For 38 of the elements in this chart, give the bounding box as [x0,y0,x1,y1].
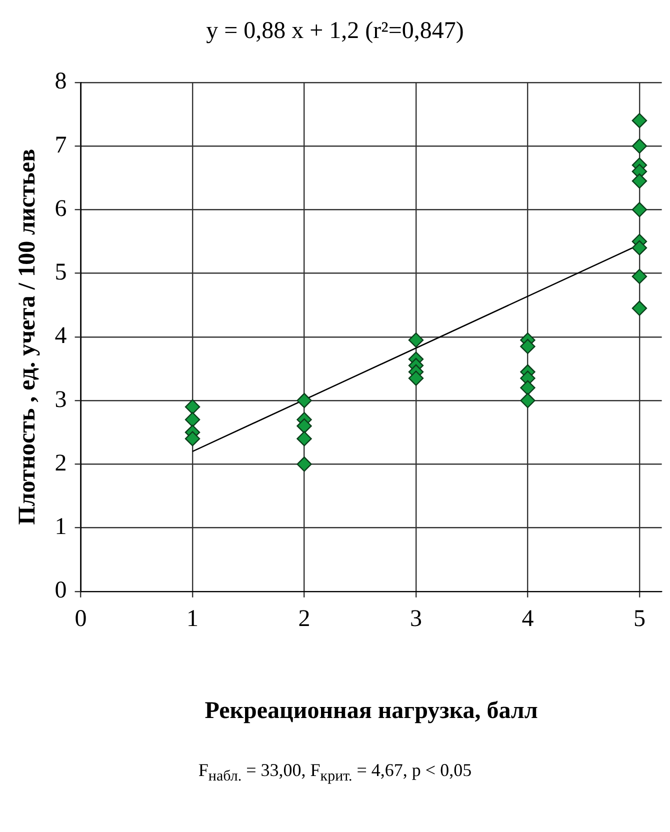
y-axis-title: Плотность , ед. учета / 100 листьев [14,148,41,525]
y-tick-label: 3 [54,386,67,413]
x-tick-label: 5 [633,606,646,632]
point [184,399,200,414]
y-tick-label: 4 [54,323,67,350]
point [296,418,312,434]
x-tick-label: 1 [186,606,199,632]
point [184,431,200,446]
y-tick-label: 5 [54,260,67,286]
point [408,332,424,348]
point [632,202,648,218]
y-tick-label: 6 [54,196,67,222]
point [520,380,536,396]
chart-title: y = 0,88 x + 1,2 (r²=0,847) [205,18,465,45]
x-axis-title: Рекреационная нагрузка, балл [204,698,538,724]
point [296,431,312,446]
x-tick-label: 0 [74,606,87,632]
point [632,173,648,189]
point [520,392,536,408]
point [520,338,536,354]
point [632,138,648,154]
y-tick-label: 0 [54,578,67,604]
y-tick-label: 7 [54,132,67,158]
point [632,268,648,284]
text: F$_{набл.}$ = 33,00, F$_{крит.}$ = 4,67, p < 0,05 [197,760,473,786]
point [296,392,312,408]
x-tick-label: 4 [522,606,534,632]
point [296,456,312,472]
x-tick-label: 3 [410,606,422,632]
x-tick-label: 2 [298,606,310,632]
point [632,240,648,256]
y-tick-label: 8 [54,68,67,95]
point [632,112,648,128]
y-tick-label: 2 [54,450,67,476]
point [184,412,200,428]
point [408,370,424,386]
point [632,300,648,316]
y-tick-label: 1 [54,514,67,540]
